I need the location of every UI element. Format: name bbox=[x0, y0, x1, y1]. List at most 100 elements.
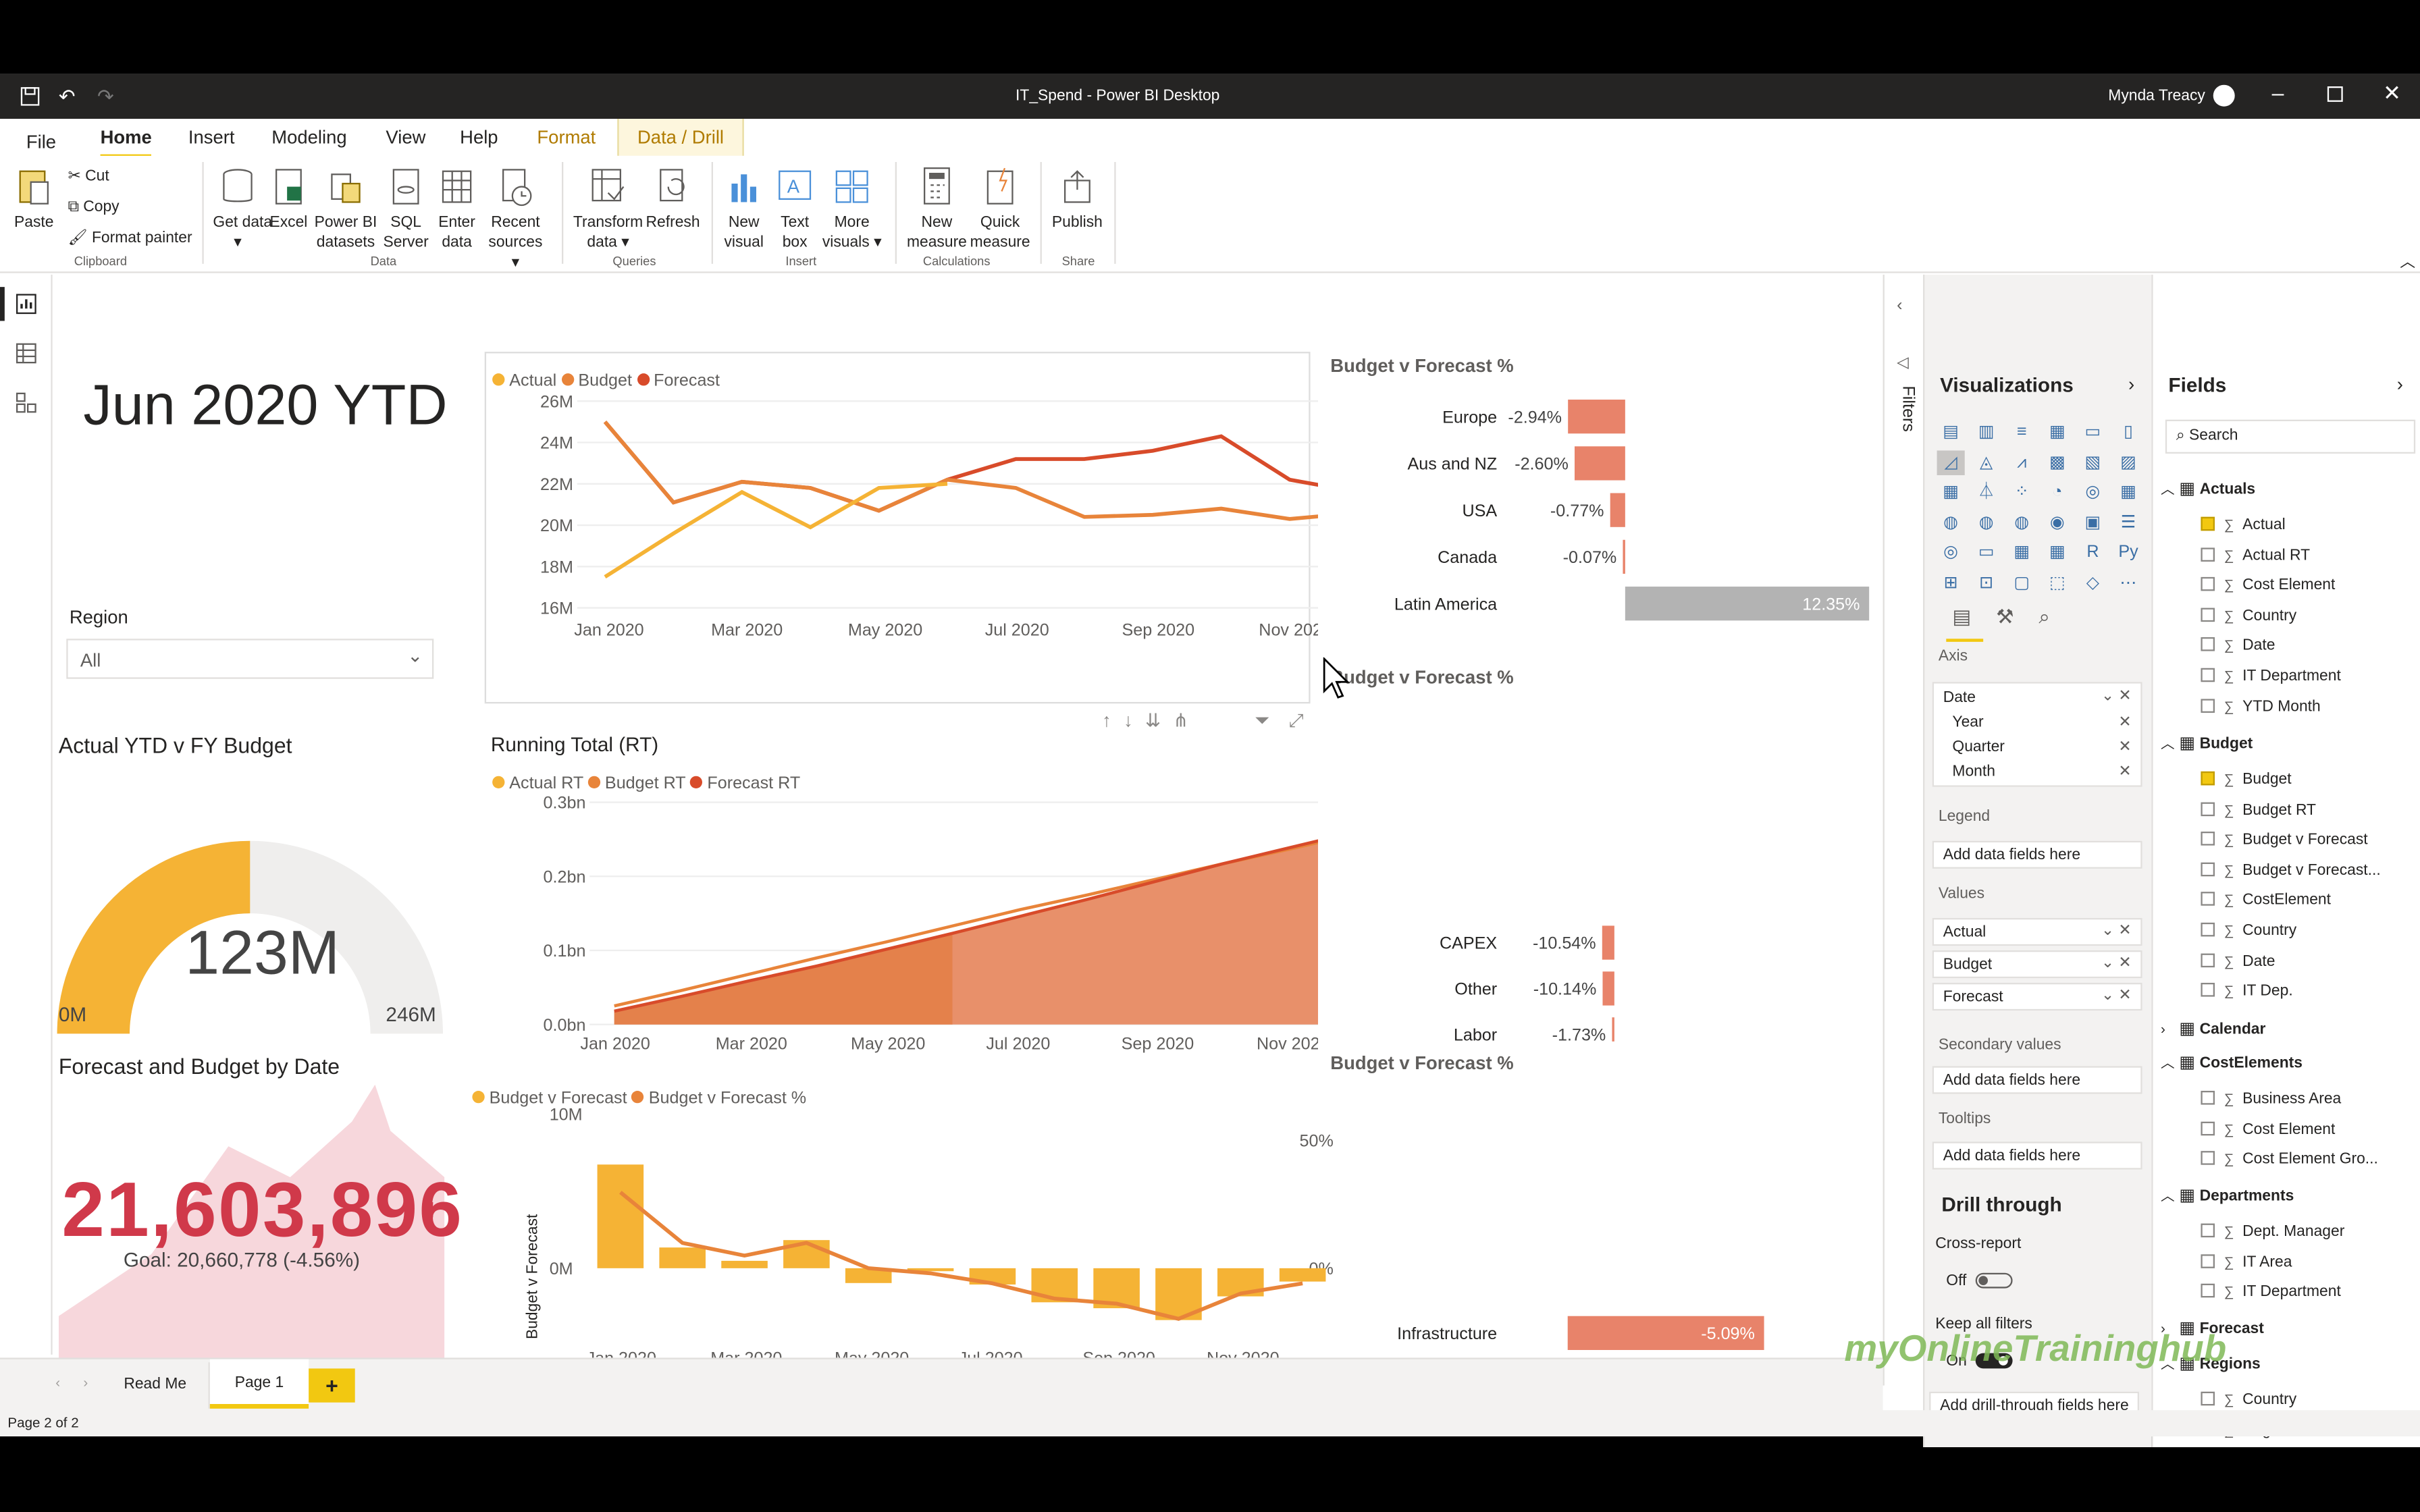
collapse-viz-icon[interactable]: › bbox=[2128, 373, 2135, 396]
new-visual-button[interactable]: New visual bbox=[719, 165, 768, 253]
remove-month-icon[interactable]: ✕ bbox=[2118, 763, 2132, 781]
transform-data-button[interactable]: Transform data ▾ bbox=[571, 165, 646, 253]
get-data-button[interactable]: Get data ▾ bbox=[213, 165, 272, 253]
visual-type-icon[interactable]: ⏃ bbox=[1978, 483, 1995, 502]
visual-type-icon[interactable]: ⊡ bbox=[1979, 573, 1994, 592]
filter-icon[interactable]: ⏷ bbox=[1255, 709, 1270, 732]
field-item[interactable]: ∑ Dept. Manager bbox=[2201, 1223, 2344, 1241]
field-item[interactable]: ∑ CostElement bbox=[2201, 892, 2331, 909]
field-item[interactable]: ∑ Date bbox=[2201, 637, 2275, 655]
field-item[interactable]: ∑ Actual bbox=[2201, 516, 2286, 534]
visual-type-icon[interactable]: ◎ bbox=[1943, 543, 1959, 562]
tab-format[interactable]: Format bbox=[537, 126, 596, 148]
data-view-icon[interactable] bbox=[16, 342, 37, 371]
field-item[interactable]: ∑ Country bbox=[2201, 922, 2296, 940]
collapse-ribbon-icon[interactable]: ︿ bbox=[2400, 254, 2416, 272]
visual-type-icon[interactable]: ▯ bbox=[2124, 423, 2133, 441]
field-item[interactable]: ∑ Cost Element Gro... bbox=[2201, 1151, 2378, 1168]
visual-type-icon[interactable]: ▭ bbox=[2084, 423, 2101, 441]
collapse-fields-icon[interactable]: › bbox=[2396, 373, 2403, 396]
field-item[interactable]: ∑ YTD Month bbox=[2201, 698, 2321, 716]
tab-view[interactable]: View bbox=[386, 126, 426, 148]
visual-type-icon[interactable]: ◿ bbox=[1937, 450, 1965, 475]
visual-type-icon[interactable]: ◔ bbox=[2052, 483, 2063, 502]
visual-type-icon[interactable]: ⬚ bbox=[2049, 573, 2066, 592]
gauge-chart[interactable] bbox=[53, 768, 469, 1046]
enter-data-button[interactable]: Enter data bbox=[436, 165, 479, 253]
bvf-cost-chart[interactable]: CAPEX-10.54%Other-10.14%Labor-1.73%Hardw… bbox=[1327, 695, 1883, 1042]
redo-icon[interactable]: ↷ bbox=[97, 84, 114, 108]
visual-type-icon[interactable]: ▣ bbox=[2084, 513, 2101, 532]
visual-type-icon[interactable]: ⊞ bbox=[1943, 573, 1958, 592]
model-view-icon[interactable] bbox=[16, 392, 37, 421]
value-budget[interactable]: Budget ⌄ ✕ bbox=[1932, 950, 2142, 979]
visual-type-icon[interactable]: ◎ bbox=[2085, 483, 2101, 502]
visual-type-icon[interactable]: ◍ bbox=[2014, 513, 2030, 532]
page-tab-page-1[interactable]: Page 1 bbox=[209, 1359, 309, 1409]
running-total-chart[interactable]: 0.0bn 0.1bn 0.2bn 0.3bn Jan 2020 Mar 2020 May … bbox=[485, 796, 1318, 1067]
visual-type-icon[interactable]: ⁘ bbox=[2014, 483, 2029, 502]
visual-type-icon[interactable]: ▢ bbox=[2014, 573, 2030, 592]
field-table-budget[interactable]: ︿ ▦ Budget bbox=[2161, 733, 2253, 753]
excel-button[interactable]: Excel bbox=[269, 165, 309, 234]
visual-type-icon[interactable]: ≡ bbox=[2016, 423, 2027, 441]
more-visuals-button[interactable]: More visuals ▾ bbox=[821, 165, 883, 253]
bvf-region-chart[interactable]: Europe -2.94% Aus and NZ -2.60% USA -0.77% Can… bbox=[1327, 383, 1883, 653]
visual-type-icon[interactable]: ▦ bbox=[2014, 543, 2030, 562]
visual-type-icon[interactable]: ◬ bbox=[1980, 452, 1993, 472]
field-item[interactable]: ∑ Country bbox=[2201, 1391, 2296, 1409]
field-item[interactable]: ∑ Cost Element bbox=[2201, 1120, 2335, 1138]
text-box-button[interactable]: A Text box bbox=[773, 165, 816, 253]
visual-type-icon[interactable]: Py bbox=[2118, 543, 2138, 562]
field-item[interactable]: ∑ Budget RT bbox=[2201, 801, 2316, 819]
analytics-tab-icon[interactable]: ⌕ bbox=[2038, 605, 2075, 628]
cut-button[interactable]: ✂ Cut bbox=[68, 168, 109, 186]
prev-page-icon[interactable]: ‹ bbox=[55, 1374, 61, 1390]
field-item[interactable]: ∑ IT Department bbox=[2201, 668, 2341, 685]
remove-quarter-icon[interactable]: ✕ bbox=[2118, 738, 2132, 756]
axis-item-quarter[interactable]: Quarter bbox=[1952, 738, 2005, 756]
refresh-button[interactable]: Refresh bbox=[645, 165, 700, 234]
visual-type-icon[interactable]: ▥ bbox=[1978, 423, 1995, 441]
filters-label[interactable]: Filters bbox=[1898, 385, 1917, 432]
tab-help[interactable]: Help bbox=[460, 126, 498, 148]
field-table-departments[interactable]: ︿ ▦ Departments bbox=[2161, 1185, 2294, 1205]
axis-field-controls[interactable]: ⌄ ✕ bbox=[2101, 688, 2132, 705]
field-item[interactable]: ∑ Budget bbox=[2201, 771, 2292, 788]
user-name[interactable]: Mynda Treacy bbox=[2108, 88, 2205, 105]
keep-filters-toggle[interactable] bbox=[1975, 1353, 2013, 1369]
format-painter-button[interactable]: 🖌 Format painter bbox=[68, 230, 192, 247]
legend-well[interactable]: Add data fields here bbox=[1932, 840, 2142, 869]
add-page-button[interactable]: + bbox=[309, 1368, 355, 1403]
axis-item-month[interactable]: Month bbox=[1952, 763, 1995, 781]
undo-icon[interactable]: ↶ bbox=[58, 84, 76, 108]
field-table-forecast[interactable]: › ▦ Forecast bbox=[2161, 1318, 2264, 1337]
sql-server-button[interactable]: SQL Server bbox=[382, 165, 431, 253]
tab-modeling[interactable]: Modeling bbox=[271, 126, 347, 148]
visual-type-icon[interactable]: ⩘ bbox=[2017, 452, 2027, 472]
minimize-icon[interactable]: – bbox=[2271, 80, 2284, 105]
tab-insert[interactable]: Insert bbox=[188, 126, 235, 148]
visual-type-icon[interactable]: ▦ bbox=[2049, 423, 2066, 441]
report-view-icon[interactable] bbox=[16, 293, 37, 322]
next-page-icon[interactable]: › bbox=[83, 1374, 88, 1390]
field-item[interactable]: ∑ Country bbox=[2201, 608, 2296, 624]
fields-search-input[interactable]: ⌕ Search bbox=[2165, 419, 2416, 454]
bvf-department-chart[interactable]: Infrastructure-5.09%Governance-2.45%BU S… bbox=[1327, 1080, 1883, 1374]
tab-file[interactable]: File bbox=[26, 131, 57, 153]
visual-header-icons[interactable]: ↑↓⇊⋔ bbox=[1102, 709, 1201, 731]
tab-data-drill[interactable]: Data / Drill bbox=[617, 119, 744, 156]
selected-visual-frame[interactable] bbox=[484, 352, 1311, 704]
cross-report-toggle[interactable] bbox=[1975, 1272, 2013, 1289]
axis-item-year[interactable]: Year bbox=[1952, 714, 1984, 732]
fields-tab-icon[interactable]: ▤ bbox=[1952, 605, 1997, 628]
field-item[interactable]: ∑ Business Area bbox=[2201, 1091, 2341, 1108]
remove-year-icon[interactable]: ✕ bbox=[2118, 714, 2132, 732]
field-table-regions[interactable]: ︿ ▦ Regions bbox=[2161, 1353, 2261, 1373]
close-icon[interactable]: ✕ bbox=[2383, 80, 2401, 105]
visual-type-icon[interactable]: ◍ bbox=[1978, 513, 1994, 532]
tab-home[interactable]: Home bbox=[100, 126, 152, 159]
visual-type-icon[interactable]: ▦ bbox=[1943, 483, 1959, 502]
field-item[interactable]: ∑ Budget v Forecast... bbox=[2201, 862, 2381, 879]
